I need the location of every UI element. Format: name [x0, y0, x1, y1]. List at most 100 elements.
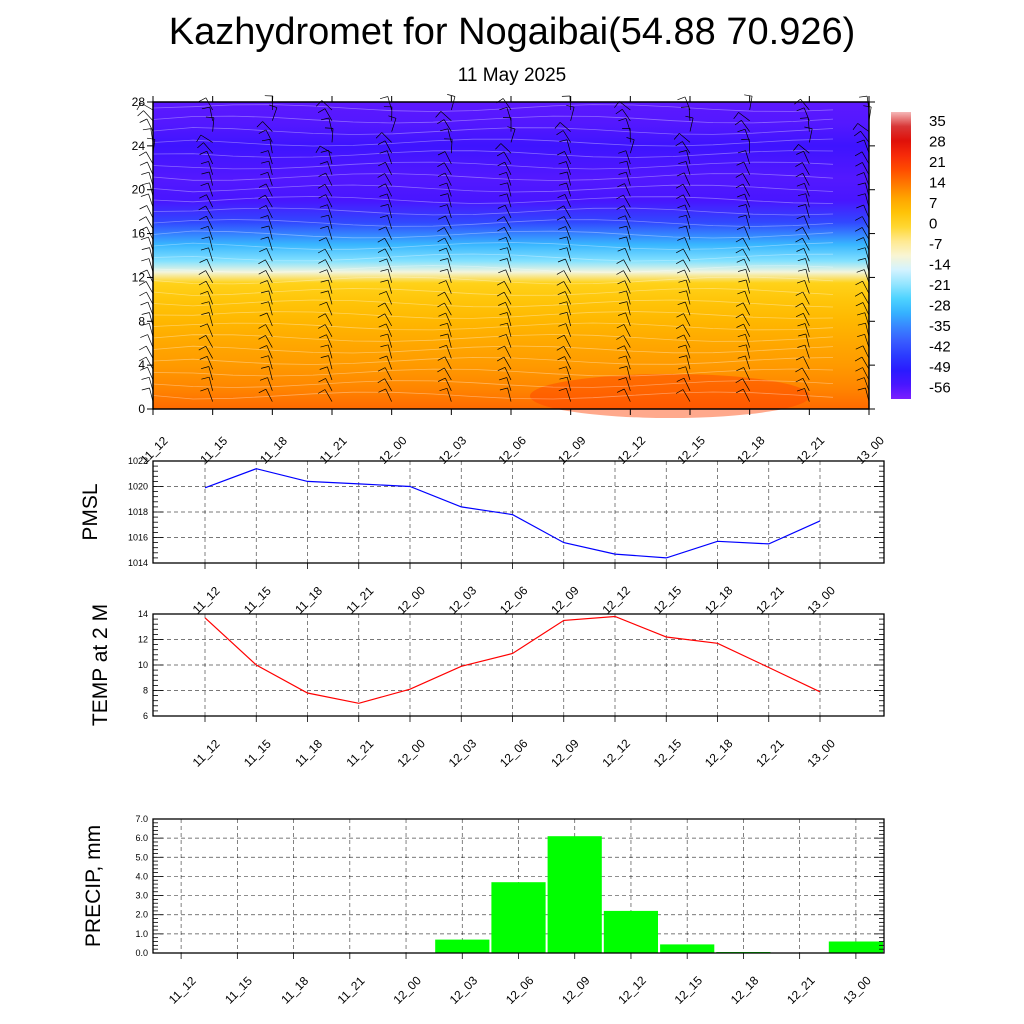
wind-barb-shaft — [504, 345, 512, 359]
wind-barb-flag — [318, 259, 326, 264]
wind-barb-shaft — [863, 204, 870, 219]
wind-barb-flag — [379, 355, 388, 360]
contour-line — [152, 242, 834, 250]
wind-barb-shaft — [805, 258, 810, 273]
wind-barb-flag — [437, 227, 445, 232]
wind-barb-shaft — [208, 161, 214, 175]
wind-barb-shaft — [862, 302, 870, 316]
wind-barb-shaft — [444, 302, 452, 316]
wind-barb-flag — [259, 312, 268, 317]
wind-barb-shaft — [209, 107, 214, 121]
wind-barb-shaft — [444, 151, 452, 165]
contour-line — [152, 322, 834, 331]
wind-barb-shaft — [269, 139, 273, 154]
wind-barb-flag — [498, 377, 507, 381]
wind-barb-shaft — [447, 258, 452, 273]
wind-barb-flag — [139, 291, 147, 297]
y-tick-label: 6.0 — [135, 833, 148, 843]
wind-barb-shaft — [798, 144, 810, 154]
wind-barb-shaft — [385, 323, 392, 337]
chart-title: Kazhydromet for Nogaibai(54.88 70.926) — [168, 11, 856, 53]
wind-barb-flag — [616, 335, 624, 340]
wind-barb-flag — [200, 161, 209, 165]
wind-barb-shaft — [384, 313, 392, 327]
wind-barb-flag — [439, 204, 448, 208]
x-tick-label: 12_06 — [497, 583, 531, 617]
wind-barb-flag — [138, 151, 147, 157]
wind-barb-flag — [795, 377, 804, 383]
wind-barb-flag — [388, 115, 397, 119]
x-tick-label: 13_00 — [804, 736, 838, 770]
wind-barb-flag — [258, 129, 267, 134]
wind-barb-flag — [855, 162, 863, 167]
wind-barb-flag — [738, 344, 747, 348]
wind-barb-flag — [498, 269, 506, 274]
wind-barb-flag — [139, 269, 148, 274]
wind-barb-flag — [320, 279, 329, 283]
y-tick-label: 0.0 — [135, 948, 148, 958]
wind-barb-flag — [199, 194, 207, 199]
wind-barb-flag — [201, 376, 210, 380]
wind-barb-flag — [315, 145, 321, 153]
wind-barb-shaft — [205, 205, 213, 219]
wind-barb-flag — [616, 388, 625, 393]
wind-barb-flag — [855, 216, 863, 221]
wind-barb-flag — [141, 171, 150, 175]
wind-barb-flag — [678, 355, 687, 358]
wind-barb-flag — [855, 345, 864, 350]
wind-barb-flag — [738, 214, 747, 218]
wind-barb-flag — [320, 225, 329, 229]
wind-barb-flag — [677, 96, 686, 101]
wind-barb-shaft — [861, 227, 870, 240]
wind-barb-shaft — [507, 247, 512, 262]
wind-barb-shaft — [268, 225, 273, 240]
wind-barb-shaft — [505, 237, 512, 251]
wind-barb-flag — [737, 128, 746, 133]
wind-barb-shaft — [447, 269, 452, 283]
wind-barb-shaft — [386, 258, 392, 273]
wind-barb-shaft — [685, 280, 691, 294]
wind-barb-shaft — [206, 194, 213, 208]
wind-barb-flag — [673, 133, 680, 140]
chart-subtitle: 11 May 2025 — [457, 65, 567, 86]
wind-barb-shaft — [207, 226, 213, 240]
wind-barb-shaft — [745, 215, 751, 229]
x-tick-label: 12_15 — [651, 583, 685, 617]
wind-barb-shaft — [327, 161, 333, 175]
wind-barb-shaft — [565, 323, 571, 337]
wind-barb-flag — [857, 258, 866, 261]
x-tick-label: 13_00 — [804, 583, 838, 617]
wind-barb-flag — [557, 291, 566, 296]
wind-barb-shaft — [262, 121, 273, 132]
wind-barb-flag — [735, 173, 743, 178]
wind-barb-flag — [380, 333, 388, 337]
wind-barb-shaft — [506, 377, 512, 391]
wind-barb-shaft — [500, 143, 512, 154]
contour-line — [152, 207, 834, 216]
wind-barb-shaft — [745, 204, 751, 219]
wind-barb-shaft — [319, 145, 333, 154]
wind-barb-shaft — [506, 258, 512, 273]
wind-barb-shaft — [506, 172, 512, 186]
wind-barb-flag — [261, 139, 270, 142]
wind-barb-shaft — [626, 226, 631, 240]
wind-barb-flag — [556, 281, 564, 286]
wind-barb-shaft — [266, 248, 273, 262]
wind-barb-flag — [735, 302, 744, 307]
wind-barb-flag — [319, 334, 327, 339]
wind-barb-flag — [677, 237, 685, 241]
wind-barb-shaft — [146, 205, 154, 219]
wind-barb-shaft — [324, 389, 333, 402]
wind-barb-shaft — [444, 227, 452, 240]
wind-barb-shaft — [386, 291, 392, 305]
wind-barb-flag — [677, 301, 686, 306]
x-tick-label: 12_06 — [503, 973, 537, 1007]
wind-barb-flag — [678, 150, 687, 153]
wind-barb-flag — [198, 280, 207, 286]
wind-barb-flag — [558, 323, 567, 327]
wind-barb-flag — [199, 355, 208, 360]
wind-barb-shaft — [742, 173, 750, 186]
y-tick-label: 7.0 — [135, 814, 148, 824]
colorbar-label: -56 — [929, 379, 951, 396]
